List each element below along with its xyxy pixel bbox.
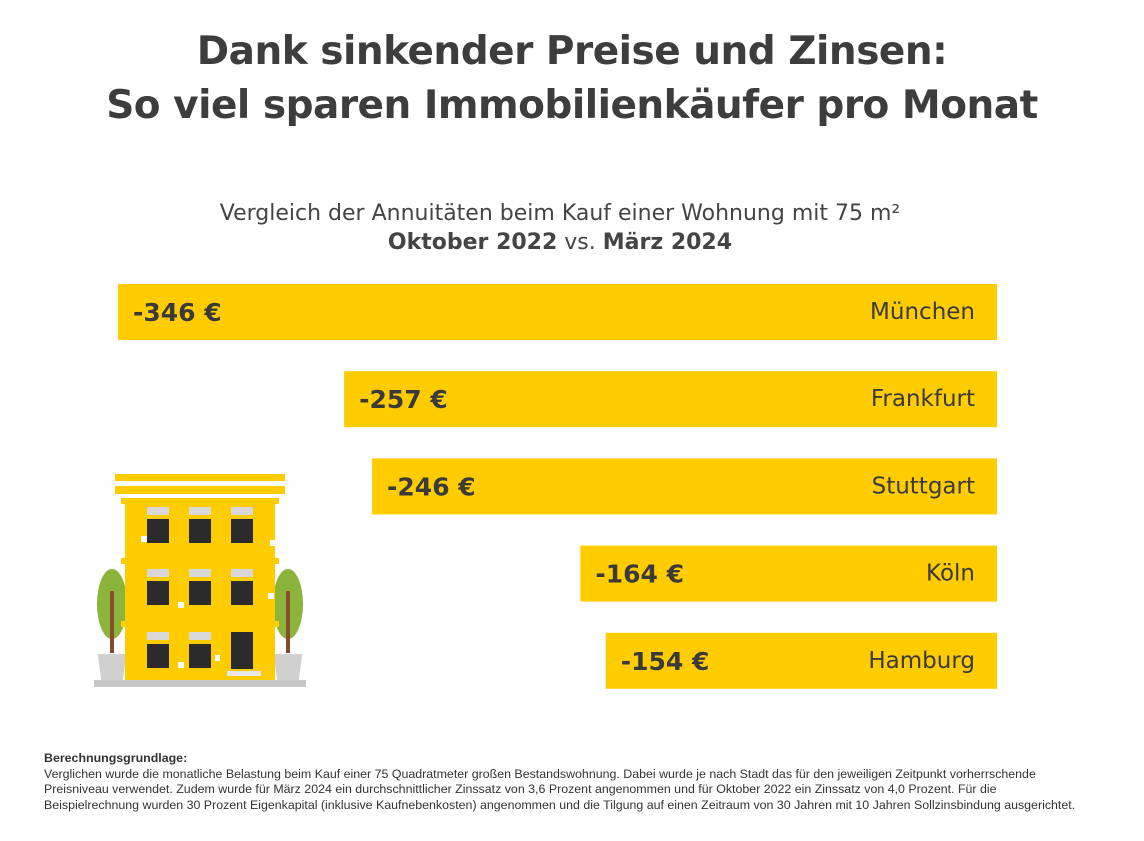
bar-group: -246 € Stuttgart [372, 458, 997, 515]
bar [372, 458, 997, 515]
bar-group: -164 € Köln [580, 545, 997, 602]
apartment-building-icon [94, 474, 306, 687]
bar-value-label: -154 € [621, 647, 710, 676]
bar [344, 371, 997, 428]
tree-icon-left [97, 569, 127, 680]
tree-icon-right [273, 569, 303, 680]
category-label: München [870, 299, 975, 325]
bar-value-label: -257 € [359, 385, 448, 414]
bar-group: -257 € Frankfurt [344, 371, 997, 428]
bar [118, 284, 997, 340]
bar-group: -154 € Hamburg [605, 632, 997, 689]
footnote: Berechnungsgrundlage: Verglichen wurde d… [44, 751, 1084, 813]
category-label: Hamburg [868, 648, 975, 674]
category-label: Frankfurt [871, 386, 975, 412]
chart-title-line-1: Dank sinkender Preise und Zinsen: [196, 29, 948, 74]
chart-title-line-2: So viel sparen Immobilienkäufer pro Mona… [106, 83, 1038, 128]
period-from: Oktober 2022 [387, 230, 558, 255]
chart-period: Oktober 2022 vs. März 2024 [0, 228, 1120, 258]
period-vs: vs. [557, 230, 603, 255]
footnote-heading: Berechnungsgrundlage: [44, 751, 188, 765]
building-body [94, 474, 306, 687]
category-label: Köln [926, 561, 975, 587]
period-to: März 2024 [602, 230, 733, 255]
footnote-text: Verglichen wurde die monatliche Belastun… [44, 766, 1076, 812]
bar-chart: -346 € München -257 € Frankfurt -246 € Stuttg… [118, 284, 997, 689]
bar-value-label: -346 € [133, 298, 222, 327]
bar-group: -346 € München [118, 284, 997, 340]
category-label: Stuttgart [872, 473, 975, 499]
bar [580, 545, 997, 602]
bar [605, 632, 997, 689]
bar-value-label: -246 € [387, 472, 476, 501]
chart-subtitle: Vergleich der Annuitäten beim Kauf einer… [219, 201, 901, 226]
bar-value-label: -164 € [595, 560, 684, 589]
